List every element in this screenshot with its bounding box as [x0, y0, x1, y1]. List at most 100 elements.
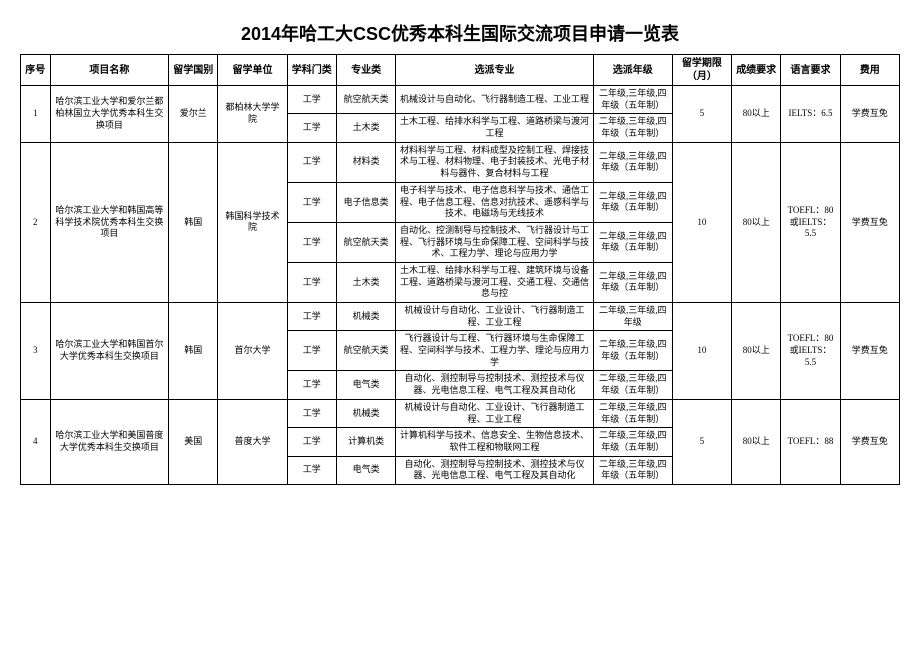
cell-spec: 自动化、测控制导与控制技术、测控技术与仪器、光电信息工程、电气工程及其自动化: [396, 371, 594, 399]
table-header-row: 序号 项目名称 留学国别 留学单位 学科门类 专业类 选派专业 选派年级 留学期…: [21, 55, 900, 86]
cell-grade: 二年级,三年级,四年级: [593, 303, 672, 331]
cell-name: 哈尔滨工业大学和韩国首尔大学优秀本科生交换项目: [50, 303, 169, 400]
cell-duration: 5: [672, 86, 731, 143]
col-lang: 语言要求: [781, 55, 840, 86]
cell-category: 工学: [287, 222, 336, 262]
cell-category: 工学: [287, 399, 336, 427]
col-major: 专业类: [336, 55, 395, 86]
cell-name: 哈尔滨工业大学和美国普度大学优秀本科生交换项目: [50, 399, 169, 484]
cell-country: 韩国: [169, 303, 218, 400]
cell-grade: 二年级,三年级,四年级（五年制）: [593, 371, 672, 399]
cell-spec: 计算机科学与技术、信息安全、生物信息技术、软件工程和物联网工程: [396, 428, 594, 456]
cell-score: 80以上: [732, 142, 781, 302]
cell-category: 工学: [287, 428, 336, 456]
cell-unit: 都柏林大学学院: [218, 86, 287, 143]
cell-seq: 3: [21, 303, 51, 400]
cell-major: 机械类: [336, 399, 395, 427]
cell-spec: 土木工程、给排水科学与工程、建筑环境与设备工程、道路桥梁与渡河工程、交通工程、交…: [396, 262, 594, 302]
cell-grade: 二年级,三年级,四年级（五年制）: [593, 399, 672, 427]
cell-unit: 普度大学: [218, 399, 287, 484]
cell-duration: 5: [672, 399, 731, 484]
cell-country: 爱尔兰: [169, 86, 218, 143]
cell-unit: 韩国科学技术院: [218, 142, 287, 302]
cell-duration: 10: [672, 303, 731, 400]
cell-spec: 电子科学与技术、电子信息科学与技术、通信工程、电子信息工程、信息对抗技术、遥感科…: [396, 182, 594, 222]
col-spec: 选派专业: [396, 55, 594, 86]
cell-lang: IELTS：6.5: [781, 86, 840, 143]
col-unit: 留学单位: [218, 55, 287, 86]
col-seq: 序号: [21, 55, 51, 86]
col-fee: 费用: [840, 55, 899, 86]
cell-grade: 二年级,三年级,四年级（五年制）: [593, 182, 672, 222]
cell-duration: 10: [672, 142, 731, 302]
cell-spec: 土木工程、给排水科学与工程、道路桥梁与渡河工程: [396, 114, 594, 142]
cell-spec: 飞行器设计与工程、飞行器环境与生命保障工程、空间科学与技术、工程力学、理论与应用…: [396, 331, 594, 371]
cell-major: 计算机类: [336, 428, 395, 456]
cell-spec: 机械设计与自动化、工业设计、飞行器制造工程、工业工程: [396, 399, 594, 427]
cell-category: 工学: [287, 371, 336, 399]
page-title: 2014年哈工大CSC优秀本科生国际交流项目申请一览表: [20, 20, 900, 46]
cell-name: 哈尔滨工业大学和爱尔兰都柏林国立大学优秀本科生交换项目: [50, 86, 169, 143]
col-score: 成绩要求: [732, 55, 781, 86]
table-body: 1哈尔滨工业大学和爱尔兰都柏林国立大学优秀本科生交换项目爱尔兰都柏林大学学院工学…: [21, 86, 900, 485]
program-table: 序号 项目名称 留学国别 留学单位 学科门类 专业类 选派专业 选派年级 留学期…: [20, 54, 900, 485]
cell-fee: 学费互免: [840, 142, 899, 302]
table-row: 3哈尔滨工业大学和韩国首尔大学优秀本科生交换项目韩国首尔大学工学机械类机械设计与…: [21, 303, 900, 331]
col-country: 留学国别: [169, 55, 218, 86]
cell-seq: 1: [21, 86, 51, 143]
cell-category: 工学: [287, 114, 336, 142]
cell-spec: 机械设计与自动化、飞行器制造工程、工业工程: [396, 86, 594, 114]
cell-spec: 自动化、控测制导与控制技术、飞行器设计与工程、飞行器环境与生命保障工程、空间科学…: [396, 222, 594, 262]
cell-major: 土木类: [336, 262, 395, 302]
cell-lang: TOEFL：88: [781, 399, 840, 484]
cell-spec: 材料科学与工程、材料成型及控制工程、焊接技术与工程、材料物理、电子封装技术、光电…: [396, 142, 594, 182]
cell-major: 机械类: [336, 303, 395, 331]
cell-major: 航空航天类: [336, 222, 395, 262]
cell-lang: TOEFL：80或IELTS：5.5: [781, 303, 840, 400]
cell-spec: 机械设计与自动化、工业设计、飞行器制造工程、工业工程: [396, 303, 594, 331]
cell-grade: 二年级,三年级,四年级（五年制）: [593, 456, 672, 484]
cell-name: 哈尔滨工业大学和韩国高等科学技术院优秀本科生交换项目: [50, 142, 169, 302]
cell-grade: 二年级,三年级,四年级（五年制）: [593, 331, 672, 371]
cell-seq: 2: [21, 142, 51, 302]
cell-category: 工学: [287, 86, 336, 114]
cell-major: 电气类: [336, 371, 395, 399]
cell-category: 工学: [287, 142, 336, 182]
cell-spec: 自动化、测控制导与控制技术、测控技术与仪器、光电信息工程、电气工程及其自动化: [396, 456, 594, 484]
cell-grade: 二年级,三年级,四年级（五年制）: [593, 86, 672, 114]
cell-category: 工学: [287, 456, 336, 484]
cell-category: 工学: [287, 303, 336, 331]
cell-major: 电气类: [336, 456, 395, 484]
cell-category: 工学: [287, 262, 336, 302]
cell-score: 80以上: [732, 303, 781, 400]
table-row: 1哈尔滨工业大学和爱尔兰都柏林国立大学优秀本科生交换项目爱尔兰都柏林大学学院工学…: [21, 86, 900, 114]
col-category: 学科门类: [287, 55, 336, 86]
col-name: 项目名称: [50, 55, 169, 86]
cell-lang: TOEFL：80或IELTS：5.5: [781, 142, 840, 302]
cell-major: 航空航天类: [336, 86, 395, 114]
table-row: 2哈尔滨工业大学和韩国高等科学技术院优秀本科生交换项目韩国韩国科学技术院工学材料…: [21, 142, 900, 182]
cell-country: 韩国: [169, 142, 218, 302]
cell-score: 80以上: [732, 399, 781, 484]
cell-country: 美国: [169, 399, 218, 484]
cell-category: 工学: [287, 182, 336, 222]
col-duration: 留学期限（月）: [672, 55, 731, 86]
cell-fee: 学费互免: [840, 399, 899, 484]
cell-score: 80以上: [732, 86, 781, 143]
cell-seq: 4: [21, 399, 51, 484]
col-grade: 选派年级: [593, 55, 672, 86]
cell-fee: 学费互免: [840, 86, 899, 143]
cell-grade: 二年级,三年级,四年级（五年制）: [593, 222, 672, 262]
cell-grade: 二年级,三年级,四年级（五年制）: [593, 114, 672, 142]
cell-major: 航空航天类: [336, 331, 395, 371]
cell-grade: 二年级,三年级,四年级（五年制）: [593, 428, 672, 456]
table-row: 4哈尔滨工业大学和美国普度大学优秀本科生交换项目美国普度大学工学机械类机械设计与…: [21, 399, 900, 427]
cell-category: 工学: [287, 331, 336, 371]
cell-major: 电子信息类: [336, 182, 395, 222]
cell-major: 土木类: [336, 114, 395, 142]
cell-grade: 二年级,三年级,四年级（五年制）: [593, 142, 672, 182]
cell-grade: 二年级,三年级,四年级（五年制）: [593, 262, 672, 302]
cell-major: 材料类: [336, 142, 395, 182]
cell-unit: 首尔大学: [218, 303, 287, 400]
cell-fee: 学费互免: [840, 303, 899, 400]
